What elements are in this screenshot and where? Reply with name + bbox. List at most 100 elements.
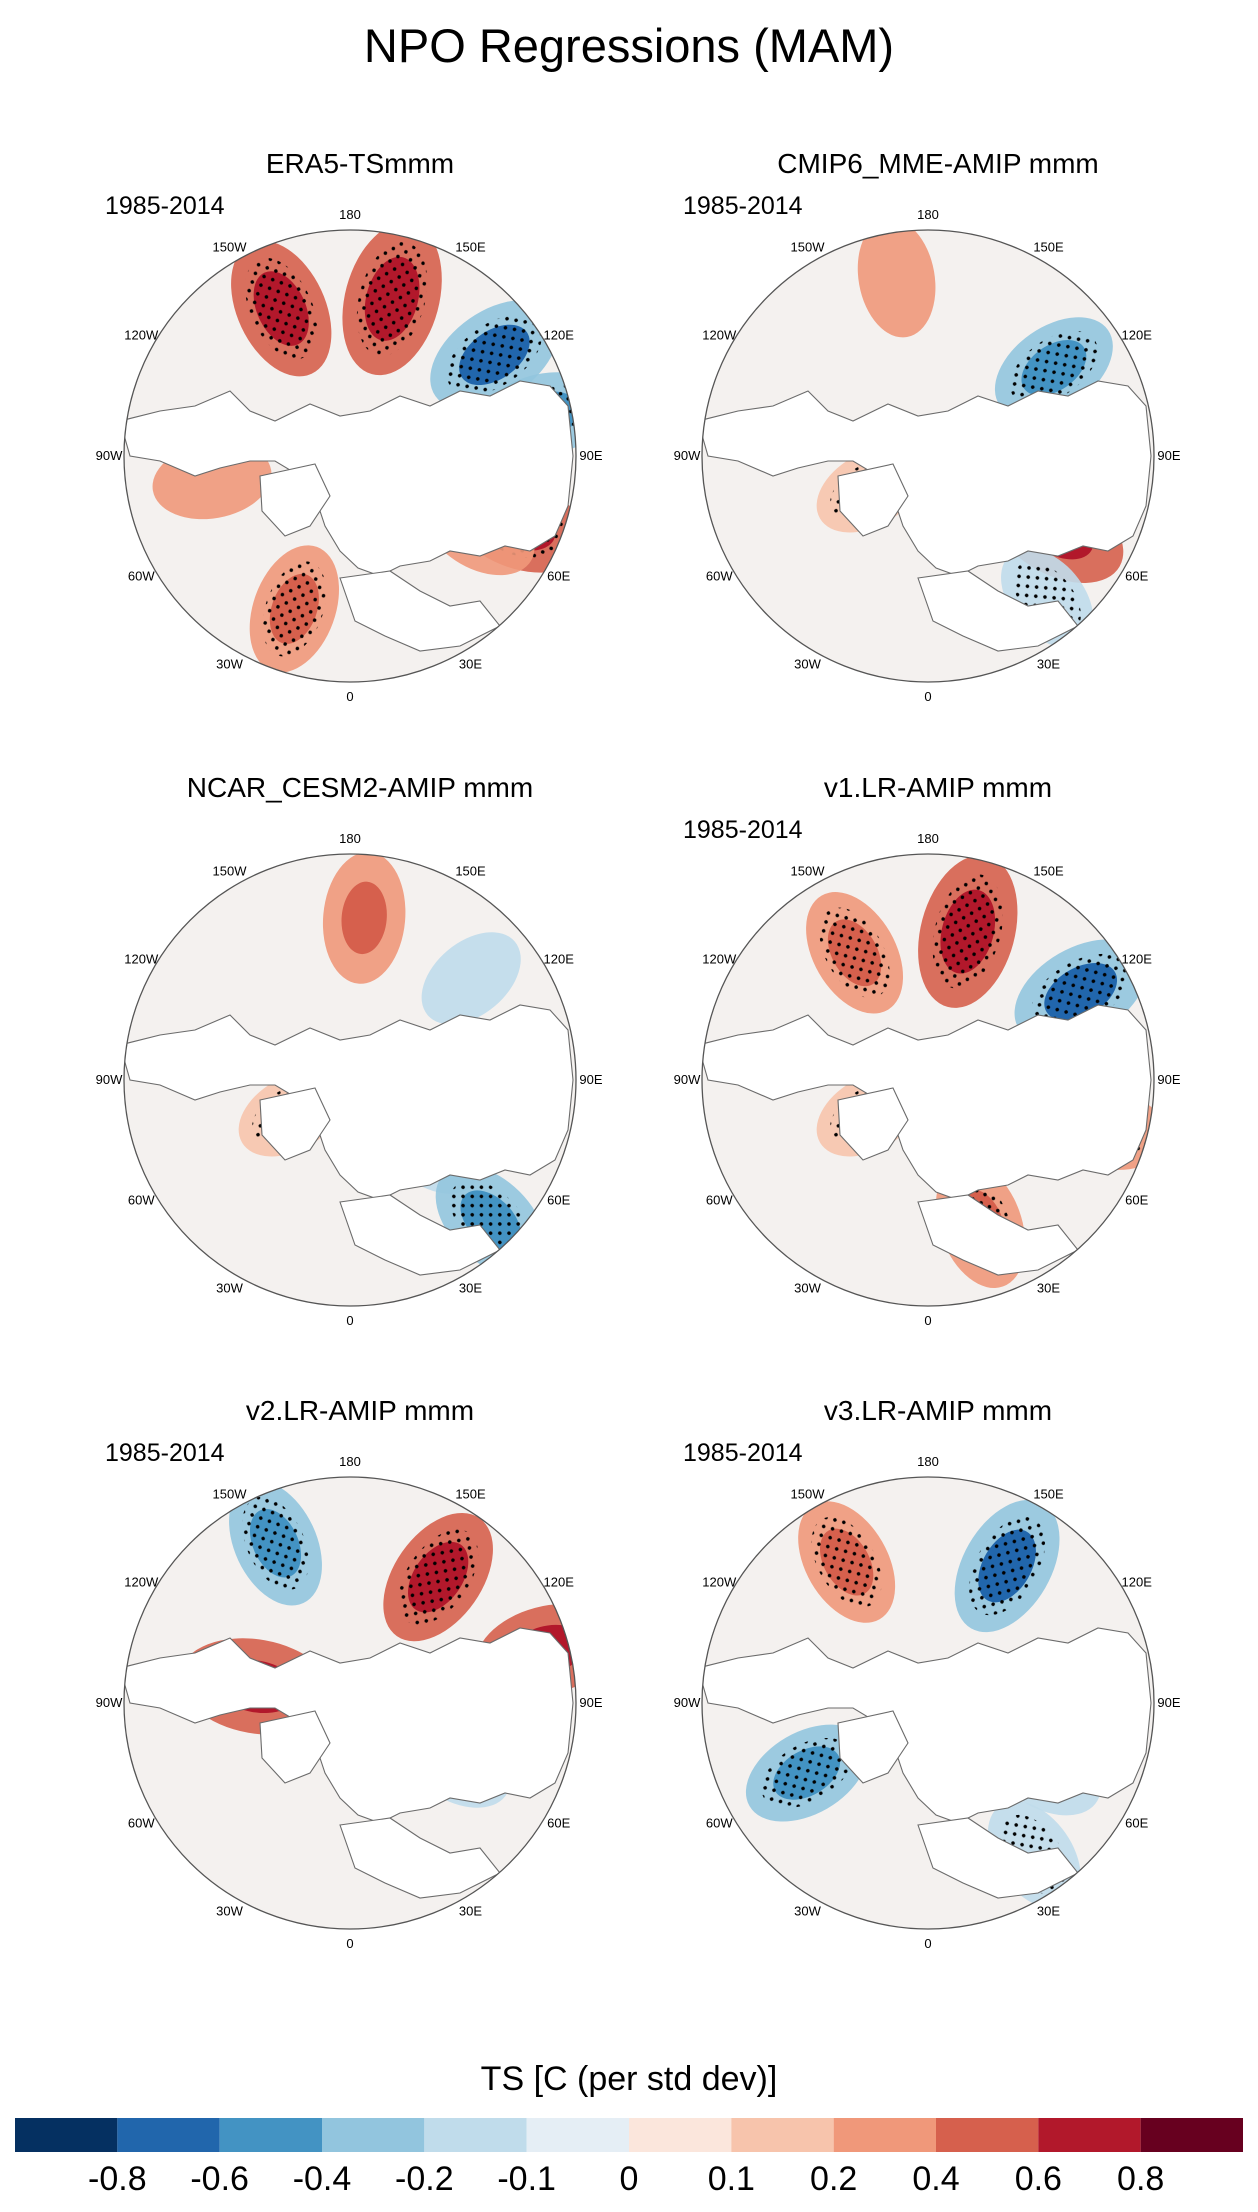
land-outline: [837, 463, 909, 537]
panel-years: 1985-2014: [683, 192, 803, 220]
colorbar-segment: [526, 2118, 629, 2152]
longitude-label: 120E: [544, 1575, 575, 1590]
map-boundary: [701, 1476, 1155, 1930]
longitude-label: 150W: [213, 863, 248, 878]
polar-map: 180 150E 120E 90E 60E 30E 0 30W 60W 90W 120W 150W: [96, 1454, 603, 1951]
longitude-label: 0: [924, 689, 931, 704]
panel-years: 1985-2014: [105, 192, 225, 220]
colorbar-tick-label: -0.6: [190, 2160, 249, 2198]
land-outline: [259, 1087, 331, 1161]
figure-title: NPO Regressions (MAM): [363, 19, 895, 72]
significance-stipple: [245, 257, 318, 360]
colorbar-segment: [833, 2118, 936, 2152]
significance-stipple: [811, 1516, 882, 1608]
longitude-label: 90E: [1157, 1072, 1180, 1087]
longitude-label: 60W: [128, 569, 155, 584]
panel-title: NCAR_CESM2-AMIP mmm: [186, 772, 534, 803]
longitude-label: 60E: [1125, 1816, 1148, 1831]
longitude-label: 0: [346, 1936, 353, 1951]
colorbar-tick-label: 0.1: [708, 2160, 755, 2198]
colorbar-tick-label: -0.8: [88, 2160, 147, 2198]
land-outline: [702, 1627, 1152, 1824]
longitude-label: 90W: [674, 1695, 701, 1710]
panel-years: 1985-2014: [105, 1439, 225, 1467]
polar-map: 180 150E 120E 90E 60E 30E 0 30W 60W 90W 120W 150W: [674, 831, 1181, 1328]
longitude-label: 120W: [124, 1575, 159, 1590]
longitude-label: 90E: [579, 1072, 602, 1087]
anomaly-core: [341, 881, 387, 955]
longitude-label: 150W: [213, 1486, 248, 1501]
land-outline: [837, 1710, 909, 1784]
anomaly-region: [421, 932, 521, 1025]
panel-title: ERA5-TSmmm: [265, 148, 455, 179]
longitude-label: 90W: [674, 448, 701, 463]
significance-stipple: [262, 561, 327, 657]
polar-map: 180 150E 120E 90E 60E 30E 0 30W 60W 90W 120W 150W: [96, 207, 603, 704]
colorbar-tick-label: 0.6: [1015, 2160, 1062, 2198]
colorbar-segment: [424, 2118, 527, 2152]
colorbar-segment: [936, 2118, 1039, 2152]
map-boundary: [701, 853, 1155, 1307]
longitude-label: 150E: [455, 1486, 486, 1501]
colorbar-segment: [15, 2118, 118, 2152]
longitude-label: 120E: [544, 952, 575, 967]
longitude-label: 0: [346, 689, 353, 704]
longitude-label: 30E: [459, 1904, 482, 1919]
map-boundary: [123, 853, 577, 1307]
significance-stipple: [1010, 330, 1098, 405]
panel-title: v1.LR-AMIP mmm: [823, 772, 1053, 803]
longitude-label: 150E: [1033, 863, 1064, 878]
longitude-label: 120E: [1122, 952, 1153, 967]
longitude-label: 120W: [124, 952, 159, 967]
longitude-label: 0: [924, 1313, 931, 1328]
longitude-label: 150E: [1033, 239, 1064, 254]
longitude-label: 90E: [579, 448, 602, 463]
panel-years: 1985-2014: [683, 1439, 803, 1467]
longitude-label: 60W: [128, 1816, 155, 1831]
colorbar: -0.8 -0.6 -0.4 -0.2 -0.1 0 0.1 0.2 0.4 0.6 0.8: [15, 2118, 1243, 2198]
panel-title: CMIP6_MME-AMIP mmm: [777, 148, 1099, 179]
colorbar-tick-label: -0.2: [395, 2160, 454, 2198]
longitude-label: 90E: [1157, 1695, 1180, 1710]
polar-map: 180 150E 120E 90E 60E 30E 0 30W 60W 90W 120W 150W: [96, 831, 603, 1328]
longitude-label: 60W: [128, 1193, 155, 1208]
significance-stipple: [446, 314, 543, 395]
colorbar-segment: [322, 2118, 425, 2152]
map-panel-5: v2.LR-AMIP mmm 1985-2014 180 150E 120E 90E 60E…: [75, 1395, 645, 1951]
significance-stipple: [969, 1516, 1046, 1616]
longitude-label: 180: [339, 207, 361, 222]
longitude-label: 30W: [216, 1281, 243, 1296]
map-boundary: [701, 229, 1155, 683]
significance-stipple: [932, 874, 1003, 989]
map-panel-6: v3.LR-AMIP mmm 1985-2014 180 150E 120E 90E 60E…: [653, 1395, 1223, 1951]
longitude-label: 120W: [702, 952, 737, 967]
longitude-label: 150E: [1033, 1486, 1064, 1501]
land-outline: [259, 1710, 331, 1784]
significance-stipple: [819, 907, 890, 998]
longitude-label: 30E: [1037, 657, 1060, 672]
longitude-label: 30W: [794, 1904, 821, 1919]
longitude-label: 90W: [96, 448, 123, 463]
longitude-label: 120W: [702, 328, 737, 343]
map-boundary: [123, 229, 577, 683]
colorbar-segment: [629, 2118, 732, 2152]
colorbar-segment: [219, 2118, 322, 2152]
colorbar-tick-label: 0.4: [912, 2160, 959, 2198]
longitude-label: 180: [339, 1454, 361, 1469]
map-panel-1: ERA5-TSmmm 1985-2014 180 150E 120E 90E 60E 30E 0…: [75, 148, 645, 704]
longitude-label: 30E: [1037, 1281, 1060, 1296]
land-outline: [124, 1627, 574, 1824]
longitude-label: 30E: [459, 1281, 482, 1296]
map-panel-4: v1.LR-AMIP mmm 1985-2014 180 150E 120E 90E 60E…: [653, 772, 1223, 1328]
colorbar-tick-label: 0.2: [810, 2160, 857, 2198]
longitude-label: 150E: [455, 239, 486, 254]
longitude-label: 120E: [1122, 328, 1153, 343]
significance-stipple: [761, 1737, 852, 1809]
longitude-label: 30E: [459, 657, 482, 672]
longitude-label: 90W: [96, 1072, 123, 1087]
panel-title: v3.LR-AMIP mmm: [823, 1395, 1053, 1426]
longitude-label: 150W: [791, 1486, 826, 1501]
land-outline: [259, 463, 331, 537]
longitude-label: 150W: [213, 239, 248, 254]
longitude-label: 60W: [706, 1193, 733, 1208]
